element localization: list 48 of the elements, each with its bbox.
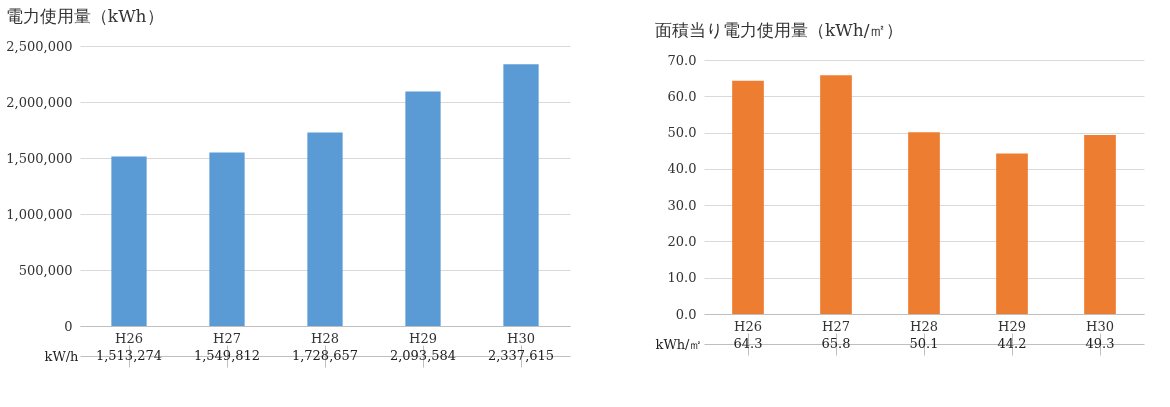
x-tick-label: H28	[311, 330, 339, 346]
x-tick-label: H28	[910, 318, 938, 334]
bar	[996, 153, 1028, 314]
bar	[1084, 135, 1116, 314]
y-tick-label: 70.0	[667, 52, 697, 68]
x-tick-label: H27	[213, 330, 241, 346]
y-tick-label: 2,500,000	[6, 38, 73, 54]
bar	[209, 152, 245, 326]
data-label: 1,549,812	[193, 348, 261, 363]
x-tick-label: H27	[822, 318, 850, 334]
data-label: 1,728,657	[291, 348, 359, 363]
data-label: 1,513,274	[95, 348, 163, 363]
bar	[732, 80, 764, 314]
data-label: 2,093,584	[389, 348, 457, 363]
y-tick-label: 10.0	[667, 270, 697, 286]
bar	[405, 91, 441, 326]
data-label: 44.2	[997, 336, 1027, 351]
text: kW/h	[44, 348, 80, 364]
bar	[503, 64, 539, 326]
data-label: 50.1	[909, 336, 939, 351]
y-tick-label: 2,000,000	[6, 94, 73, 110]
y-tick-label: 0.0	[675, 306, 697, 322]
data-label: 49.3	[1085, 336, 1115, 351]
chart-title: 電力使用量（kWh）	[5, 6, 164, 26]
x-tick-label: H30	[1086, 318, 1114, 334]
data-label: 2,337,615	[487, 348, 555, 363]
y-tick-label: 20.0	[667, 233, 697, 249]
x-tick-label: H30	[507, 330, 535, 346]
y-tick-label: 50.0	[667, 125, 697, 141]
bar	[111, 156, 147, 326]
x-tick-label: H26	[734, 318, 762, 334]
data-label: 65.8	[821, 336, 851, 351]
y-tick-label: 30.0	[667, 197, 697, 213]
chart-title: 面積当り電力使用量（kWh/㎡）	[655, 20, 904, 40]
y-tick-label: 1,000,000	[6, 206, 73, 222]
y-tick-label: 1,500,000	[6, 150, 73, 166]
x-tick-label: H29	[409, 330, 437, 346]
x-tick-label: H26	[115, 330, 143, 346]
y-tick-label: 500,000	[18, 262, 73, 278]
x-tick-label: H29	[998, 318, 1026, 334]
y-tick-label: 0	[64, 318, 73, 334]
bar	[307, 132, 343, 326]
y-tick-label: 40.0	[667, 161, 697, 177]
bar	[908, 132, 940, 314]
y-tick-label: 60.0	[667, 88, 697, 104]
text: kWh/㎡	[655, 336, 703, 352]
bar	[820, 75, 852, 314]
data-label: 64.3	[733, 336, 763, 351]
